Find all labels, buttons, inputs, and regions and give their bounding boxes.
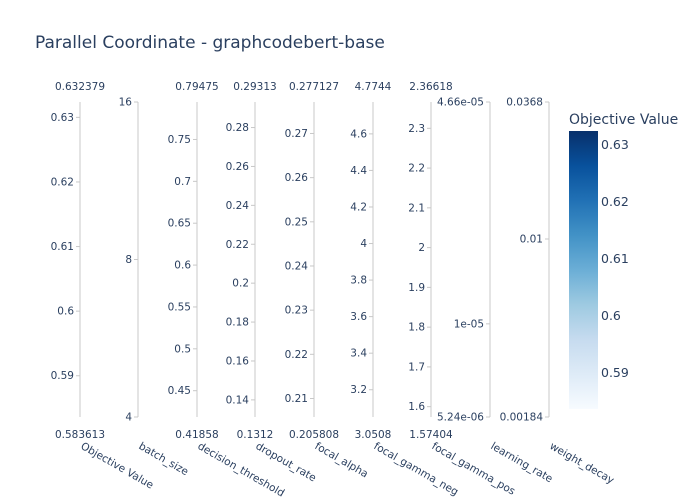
axis-range-max-label: 2.36618 bbox=[409, 81, 452, 93]
axis-range-min-label: 0.41858 bbox=[175, 429, 218, 441]
chart-title: Parallel Coordinate - graphcodebert-base bbox=[35, 33, 385, 53]
axis-tick-label: 0.22 bbox=[285, 349, 308, 361]
axis-tick-label: 0.65 bbox=[168, 218, 191, 230]
axis-tick-label: 2.2 bbox=[408, 163, 425, 175]
axis-tick-label: 0.01 bbox=[520, 234, 543, 246]
axis-range-max-label: 0.29313 bbox=[233, 81, 276, 93]
axis-tick-label: 2.1 bbox=[408, 202, 425, 214]
colorbar-gradient bbox=[569, 131, 598, 409]
axis-dropout-rate[interactable]: 0.28 0.26 0.24 0.22 0.2 0.18 0.16 0.14 0.29313 0.… bbox=[226, 81, 318, 484]
axis-tick-label: 0.61 bbox=[51, 241, 74, 253]
axis-tick-label: 0.45 bbox=[168, 385, 191, 397]
axis-tick-label: 1.9 bbox=[408, 282, 425, 294]
axis-tick-label: 1.7 bbox=[408, 361, 425, 373]
axis-tick-label: 0.55 bbox=[168, 301, 191, 313]
axis-tick-label: 0.2 bbox=[232, 278, 249, 290]
axis-tick-label: 0.21 bbox=[285, 393, 308, 405]
axis-tick-label: 0.22 bbox=[226, 239, 249, 251]
colorbar: Objective Value 0.63 0.62 0.61 0.6 0.59 bbox=[569, 112, 678, 409]
axis-tick-label: 1e-05 bbox=[454, 318, 484, 330]
axis-title: weight_decay bbox=[548, 440, 617, 486]
axis-objective-value[interactable]: 0.630.620.610.60.590.6323790.583613Objec… bbox=[51, 81, 156, 492]
axis-tick-label: 0.23 bbox=[285, 305, 308, 317]
axis-tick-label: 1.8 bbox=[408, 322, 425, 334]
colorbar-tick-label: 0.59 bbox=[601, 365, 629, 380]
axis-focal-gamma-pos[interactable]: 2.32.22.121.91.81.71.62.366181.57404foca… bbox=[408, 81, 517, 498]
axis-title: batch_size bbox=[137, 440, 191, 478]
axis-tick-label: 1.6 bbox=[408, 401, 425, 413]
axis-title: focal_alpha bbox=[313, 440, 371, 480]
axis-tick-label: 0.62 bbox=[51, 176, 74, 188]
axis-tick-label: 2.3 bbox=[408, 123, 425, 135]
axis-weight-decay[interactable]: 0.0368 0.01 0.00184 weight_decay bbox=[500, 97, 616, 487]
axis-tick-label: 0.24 bbox=[285, 260, 309, 272]
axis-tick-label: 0.24 bbox=[226, 200, 250, 212]
axis-tick-label: 3.8 bbox=[350, 275, 367, 287]
axis-tick-label: 4.2 bbox=[350, 201, 367, 213]
axis-tick-label: 0.00184 bbox=[500, 412, 544, 424]
axis-tick-label: 4 bbox=[125, 412, 132, 424]
axis-tick-label: 4 bbox=[360, 238, 367, 250]
axis-tick-label: 0.25 bbox=[285, 216, 308, 228]
axis-tick-label: 0.63 bbox=[51, 112, 74, 124]
axis-tick-label: 4.4 bbox=[350, 165, 367, 177]
axis-range-max-label: 0.79475 bbox=[175, 81, 218, 93]
colorbar-tick-label: 0.63 bbox=[601, 137, 629, 152]
axis-tick-label: 0.75 bbox=[168, 134, 191, 146]
axis-range-min-label: 3.0508 bbox=[355, 429, 392, 441]
axis-tick-label: 0.18 bbox=[226, 317, 249, 329]
axis-tick-label: 3.2 bbox=[350, 384, 367, 396]
axis-tick-label: 0.59 bbox=[51, 370, 74, 382]
axis-batch-size[interactable]: 16 8 4 batch_size bbox=[119, 97, 191, 479]
axis-tick-label: 0.16 bbox=[226, 355, 250, 367]
axis-range-min-label: 1.57404 bbox=[409, 429, 453, 441]
colorbar-tick-label: 0.61 bbox=[601, 251, 629, 266]
axis-tick-label: 0.27 bbox=[285, 128, 308, 140]
axis-tick-label: 0.26 bbox=[226, 161, 250, 173]
axis-tick-label: 0.5 bbox=[174, 343, 191, 355]
colorbar-tick-label: 0.6 bbox=[601, 308, 621, 323]
axis-tick-label: 5.24e-06 bbox=[437, 412, 484, 424]
axis-tick-label: 0.6 bbox=[174, 260, 191, 272]
axis-tick-label: 0.14 bbox=[226, 394, 250, 406]
axis-tick-label: 3.4 bbox=[350, 348, 367, 360]
axis-tick-label: 0.28 bbox=[226, 122, 249, 134]
axis-tick-label: 4.66e-05 bbox=[437, 97, 484, 109]
axis-tick-label: 0.0368 bbox=[506, 97, 543, 109]
axis-tick-label: 8 bbox=[125, 254, 132, 266]
axis-tick-label: 3.6 bbox=[350, 311, 367, 323]
axis-tick-label: 16 bbox=[119, 97, 133, 109]
axis-range-min-label: 0.583613 bbox=[55, 429, 105, 441]
axis-range-max-label: 4.7744 bbox=[355, 81, 392, 93]
colorbar-title: Objective Value bbox=[569, 112, 678, 128]
axis-range-min-label: 0.1312 bbox=[237, 429, 274, 441]
axis-tick-label: 0.7 bbox=[174, 176, 191, 188]
axis-range-max-label: 0.277127 bbox=[289, 81, 339, 93]
axis-tick-label: 0.26 bbox=[285, 172, 309, 184]
axis-tick-label: 4.6 bbox=[350, 128, 367, 140]
axis-range-min-label: 0.205808 bbox=[289, 429, 339, 441]
axis-tick-label: 0.6 bbox=[57, 306, 74, 318]
axis-range-max-label: 0.632379 bbox=[55, 81, 105, 93]
axis-tick-label: 2 bbox=[418, 242, 425, 254]
colorbar-tick-label: 0.62 bbox=[601, 194, 629, 209]
